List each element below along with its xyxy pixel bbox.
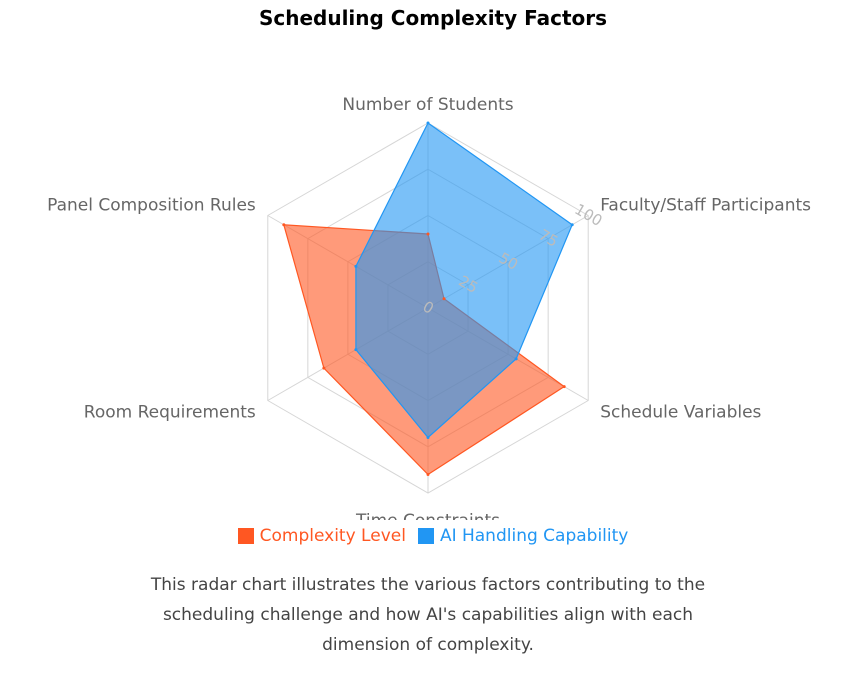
- axis-label-3: Time Constraints: [355, 511, 500, 520]
- series-0-point-0: [426, 232, 430, 236]
- chart-legend: Complexity Level AI Handling Capability: [0, 526, 866, 546]
- series-0-point-1: [442, 297, 446, 301]
- series-1-point-0: [426, 121, 430, 125]
- legend-label-complexity: Complexity Level: [259, 526, 406, 546]
- axis-label-1: Faculty/Staff Participants: [600, 196, 811, 216]
- legend-swatch-ai-capability: [417, 528, 434, 544]
- legend-swatch-complexity: [237, 528, 254, 544]
- series-1-point-5: [354, 264, 358, 268]
- series-1-point-4: [354, 348, 358, 352]
- legend-item-complexity[interactable]: Complexity Level: [237, 526, 406, 546]
- axis-label-0: Number of Students: [342, 95, 513, 115]
- axis-label-2: Schedule Variables: [600, 403, 761, 423]
- legend-item-ai-capability[interactable]: AI Handling Capability: [417, 526, 629, 546]
- chart-caption: This radar chart illustrates the various…: [150, 575, 706, 655]
- axis-label-5: Panel Composition Rules: [47, 196, 256, 216]
- chart-title: Scheduling Complexity Factors: [258, 6, 608, 30]
- axis-label-4: Room Requirements: [84, 403, 256, 423]
- series-0-point-3: [426, 473, 430, 476]
- legend-label-ai-capability: AI Handling Capability: [439, 526, 629, 546]
- series-0-point-5: [282, 223, 286, 227]
- series-0-point-4: [322, 366, 326, 370]
- series-1-point-3: [426, 436, 430, 439]
- series-1-point-2: [514, 357, 518, 361]
- series-0-point-2: [562, 385, 566, 389]
- series-1-point-1: [570, 223, 574, 227]
